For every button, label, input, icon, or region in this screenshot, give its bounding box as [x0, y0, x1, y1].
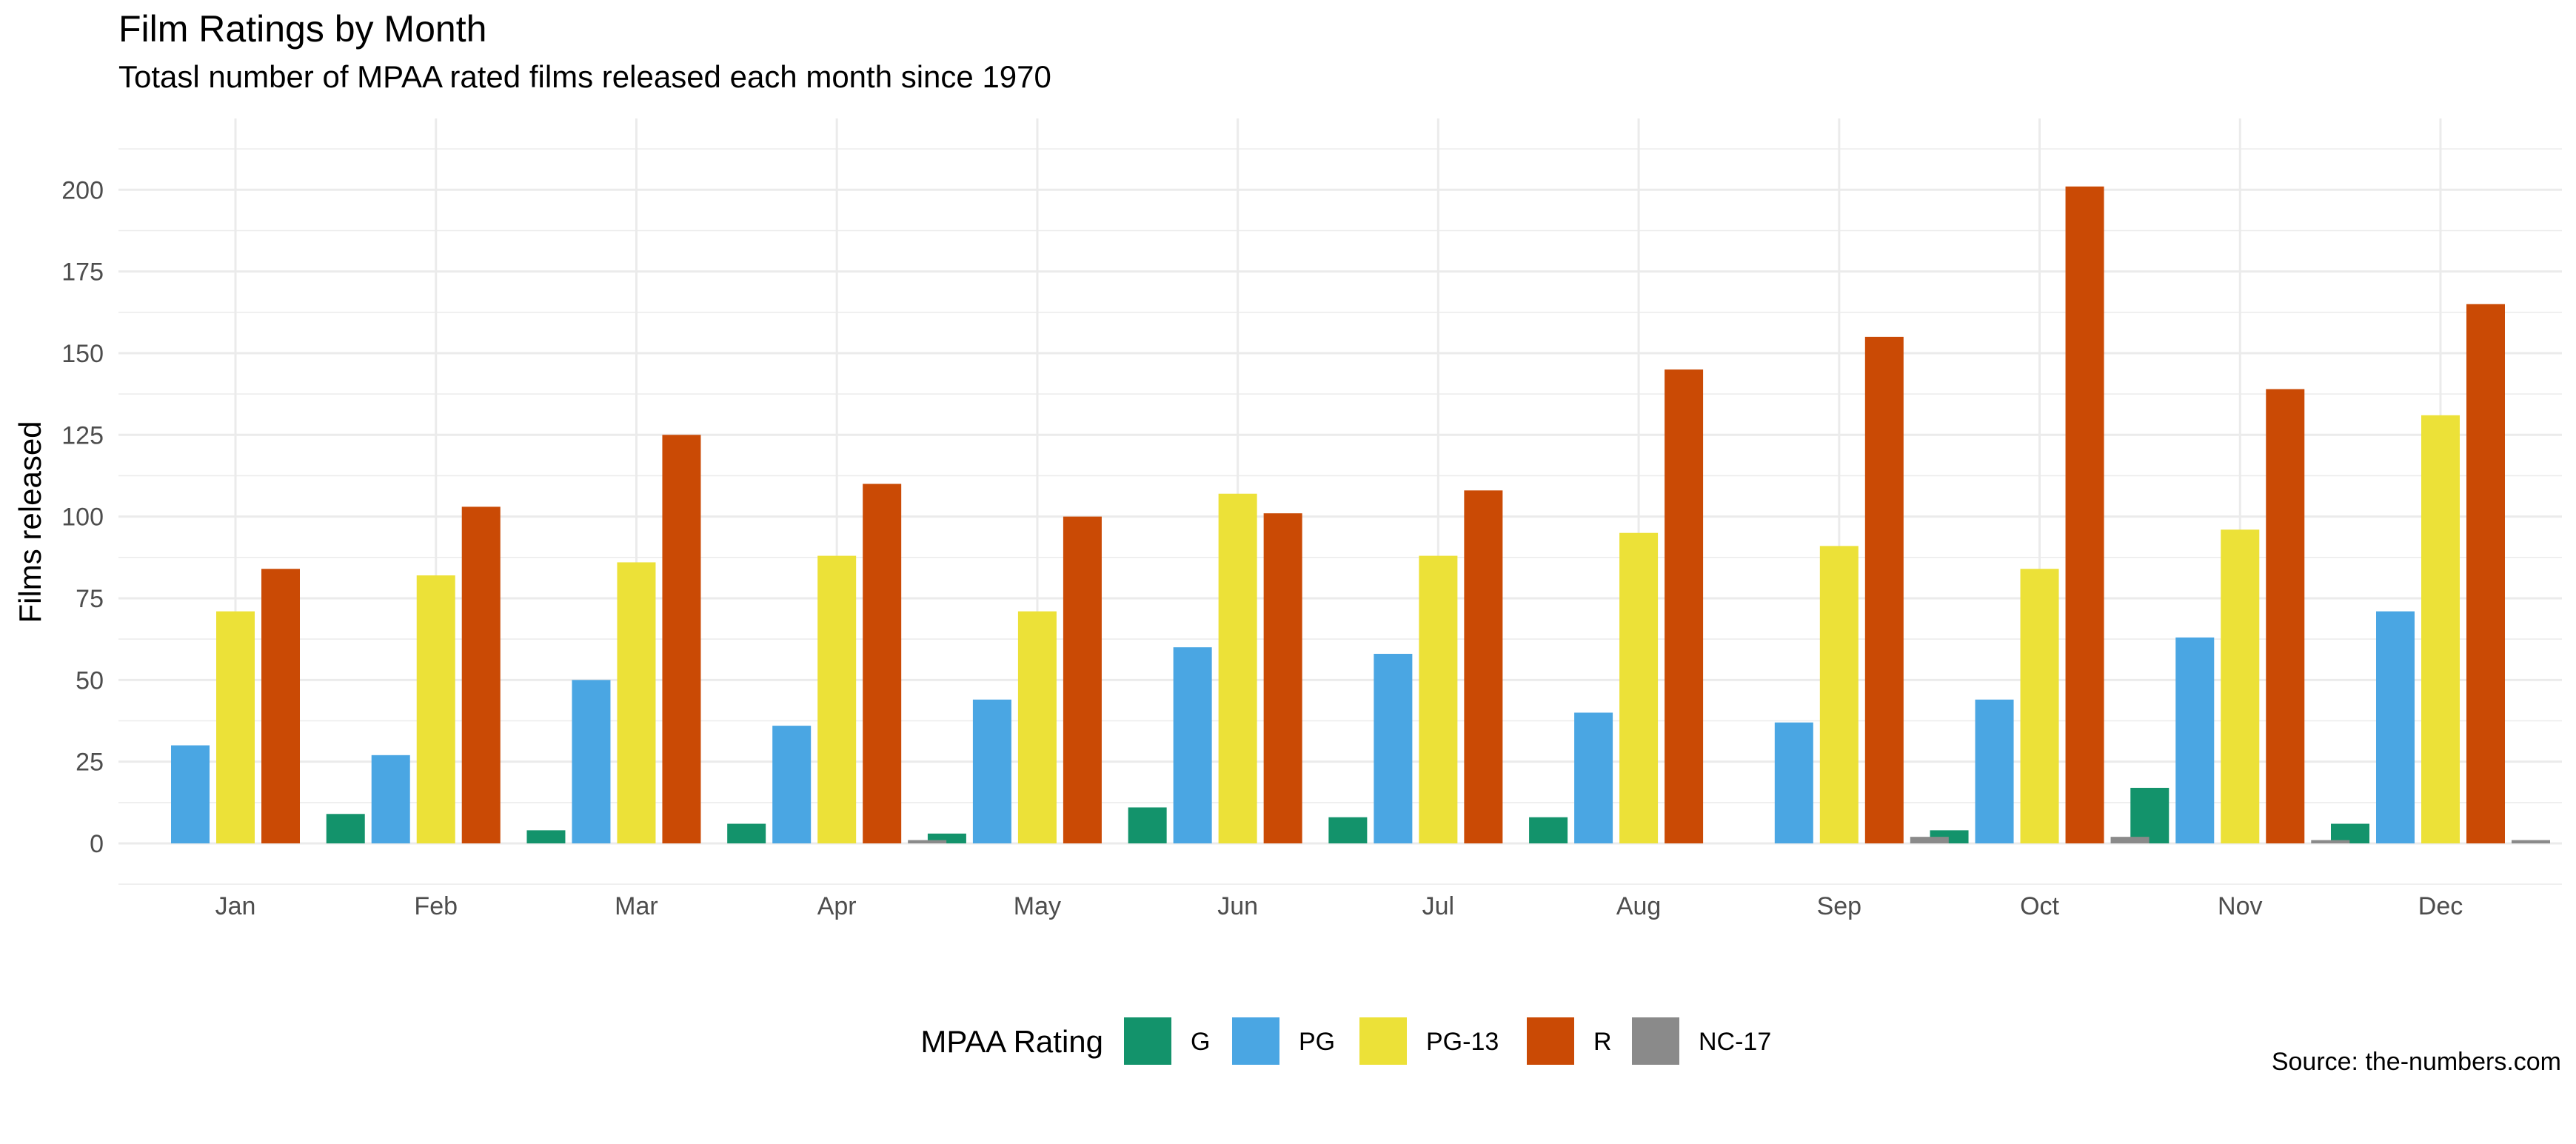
- bar-pg-13-apr: [817, 555, 857, 843]
- legend-title: MPAA Rating: [920, 1024, 1103, 1059]
- bar-pg-dec: [2376, 611, 2415, 843]
- bar-r-feb: [461, 506, 501, 843]
- y-tick-label: 100: [61, 504, 104, 532]
- y-tick-label: 0: [90, 830, 104, 858]
- bar-pg-13-mar: [617, 562, 656, 843]
- legend-label-pg: PG: [1299, 1028, 1335, 1056]
- bar-g-apr: [727, 823, 766, 843]
- bar-g-aug: [1529, 817, 1568, 843]
- legend-label-nc-17: NC-17: [1699, 1028, 1771, 1056]
- legend-key-g: [1124, 1017, 1171, 1065]
- bar-pg-may: [972, 699, 1011, 843]
- legend-label-r: R: [1593, 1028, 1612, 1056]
- x-tick-label: Oct: [2020, 892, 2059, 920]
- x-tick-label: Mar: [615, 892, 658, 920]
- x-tick-label: Aug: [1616, 892, 1662, 920]
- x-tick-label: May: [1014, 892, 1061, 920]
- x-tick-label: Nov: [2218, 892, 2262, 920]
- bar-pg-jul: [1374, 654, 1413, 843]
- y-tick-label: 200: [61, 176, 104, 204]
- bar-r-jul: [1464, 490, 1503, 843]
- bar-pg-13-oct: [2020, 569, 2059, 843]
- y-tick-label: 75: [76, 585, 104, 613]
- bar-r-jun: [1263, 513, 1302, 843]
- bar-nc-17-dec: [2512, 840, 2550, 843]
- y-tick-label: 50: [76, 666, 104, 695]
- y-tick-label: 25: [76, 749, 104, 777]
- bar-pg-13-nov: [2221, 529, 2260, 843]
- bar-pg-13-jun: [1218, 493, 1257, 843]
- bar-pg-aug: [1574, 712, 1613, 843]
- bar-r-sep: [1864, 336, 1904, 843]
- bar-pg-13-dec: [2421, 415, 2460, 843]
- bar-nc-17-oct: [2110, 837, 2150, 843]
- bar-nc-17-sep: [1910, 837, 1949, 843]
- bar-pg-13-may: [1017, 611, 1057, 843]
- legend-key-pg-13: [1359, 1017, 1407, 1065]
- bar-r-dec: [2466, 304, 2505, 843]
- bar-pg-jun: [1173, 647, 1212, 843]
- y-axis-ticks: 0 25 50 75 100 125 150 175 200: [61, 176, 104, 858]
- bars-layer: [171, 186, 2550, 844]
- x-tick-label: Feb: [414, 892, 458, 920]
- bar-nc-17-apr: [908, 840, 947, 843]
- bar-pg-feb: [371, 755, 410, 843]
- bar-g-feb: [326, 814, 365, 843]
- bar-g-jul: [1328, 817, 1368, 843]
- y-tick-label: 150: [61, 340, 104, 368]
- y-tick-label: 175: [61, 258, 104, 287]
- chart-subtitle: Totasl number of MPAA rated films releas…: [118, 59, 1051, 94]
- legend-label-pg-13: PG-13: [1426, 1028, 1499, 1056]
- x-tick-label: Jan: [215, 892, 256, 920]
- bar-g-mar: [526, 830, 566, 843]
- bar-r-mar: [662, 435, 701, 843]
- legend: MPAA Rating G PG PG-13 R NC-17: [920, 1017, 1771, 1065]
- legend-label-g: G: [1191, 1028, 1210, 1056]
- x-tick-label: Dec: [2418, 892, 2463, 920]
- bar-pg-13-sep: [1819, 546, 1859, 843]
- bar-pg-13-jan: [216, 611, 255, 843]
- legend-key-pg: [1232, 1017, 1279, 1065]
- legend-key-nc-17: [1632, 1017, 1679, 1065]
- bar-r-nov: [2266, 389, 2305, 843]
- bar-r-aug: [1665, 369, 1704, 844]
- chart-title: Film Ratings by Month: [118, 8, 487, 50]
- y-tick-label: 125: [61, 421, 104, 449]
- bar-pg-jan: [171, 745, 210, 843]
- bar-pg-nov: [2175, 637, 2215, 843]
- bar-g-jun: [1128, 807, 1167, 843]
- bar-pg-oct: [1975, 699, 2014, 843]
- bar-r-oct: [2065, 186, 2104, 844]
- bar-r-jan: [261, 569, 300, 843]
- x-tick-label: Sep: [1817, 892, 1862, 920]
- legend-key-r: [1527, 1017, 1574, 1065]
- y-axis-title: Films released: [13, 421, 47, 623]
- bar-pg-13-feb: [416, 575, 455, 843]
- bar-r-may: [1063, 516, 1102, 843]
- bar-nc-17-nov: [2311, 840, 2350, 843]
- grid-layer: [118, 118, 2562, 885]
- bar-pg-sep: [1774, 722, 1813, 843]
- x-tick-label: Jul: [1422, 892, 1454, 920]
- bar-pg-13-aug: [1619, 532, 1659, 843]
- bar-pg-13-jul: [1419, 555, 1458, 843]
- bar-pg-mar: [572, 680, 611, 843]
- x-axis-ticks: Jan Feb Mar Apr May Jun Jul Aug Sep Oct Nov Dec: [215, 892, 2463, 920]
- x-tick-label: Apr: [817, 892, 857, 920]
- bar-r-apr: [863, 484, 902, 843]
- source-caption: Source: the-numbers.com: [2271, 1048, 2561, 1076]
- bar-g-nov: [2130, 787, 2169, 843]
- bar-pg-apr: [772, 726, 812, 843]
- x-tick-label: Jun: [1217, 892, 1258, 920]
